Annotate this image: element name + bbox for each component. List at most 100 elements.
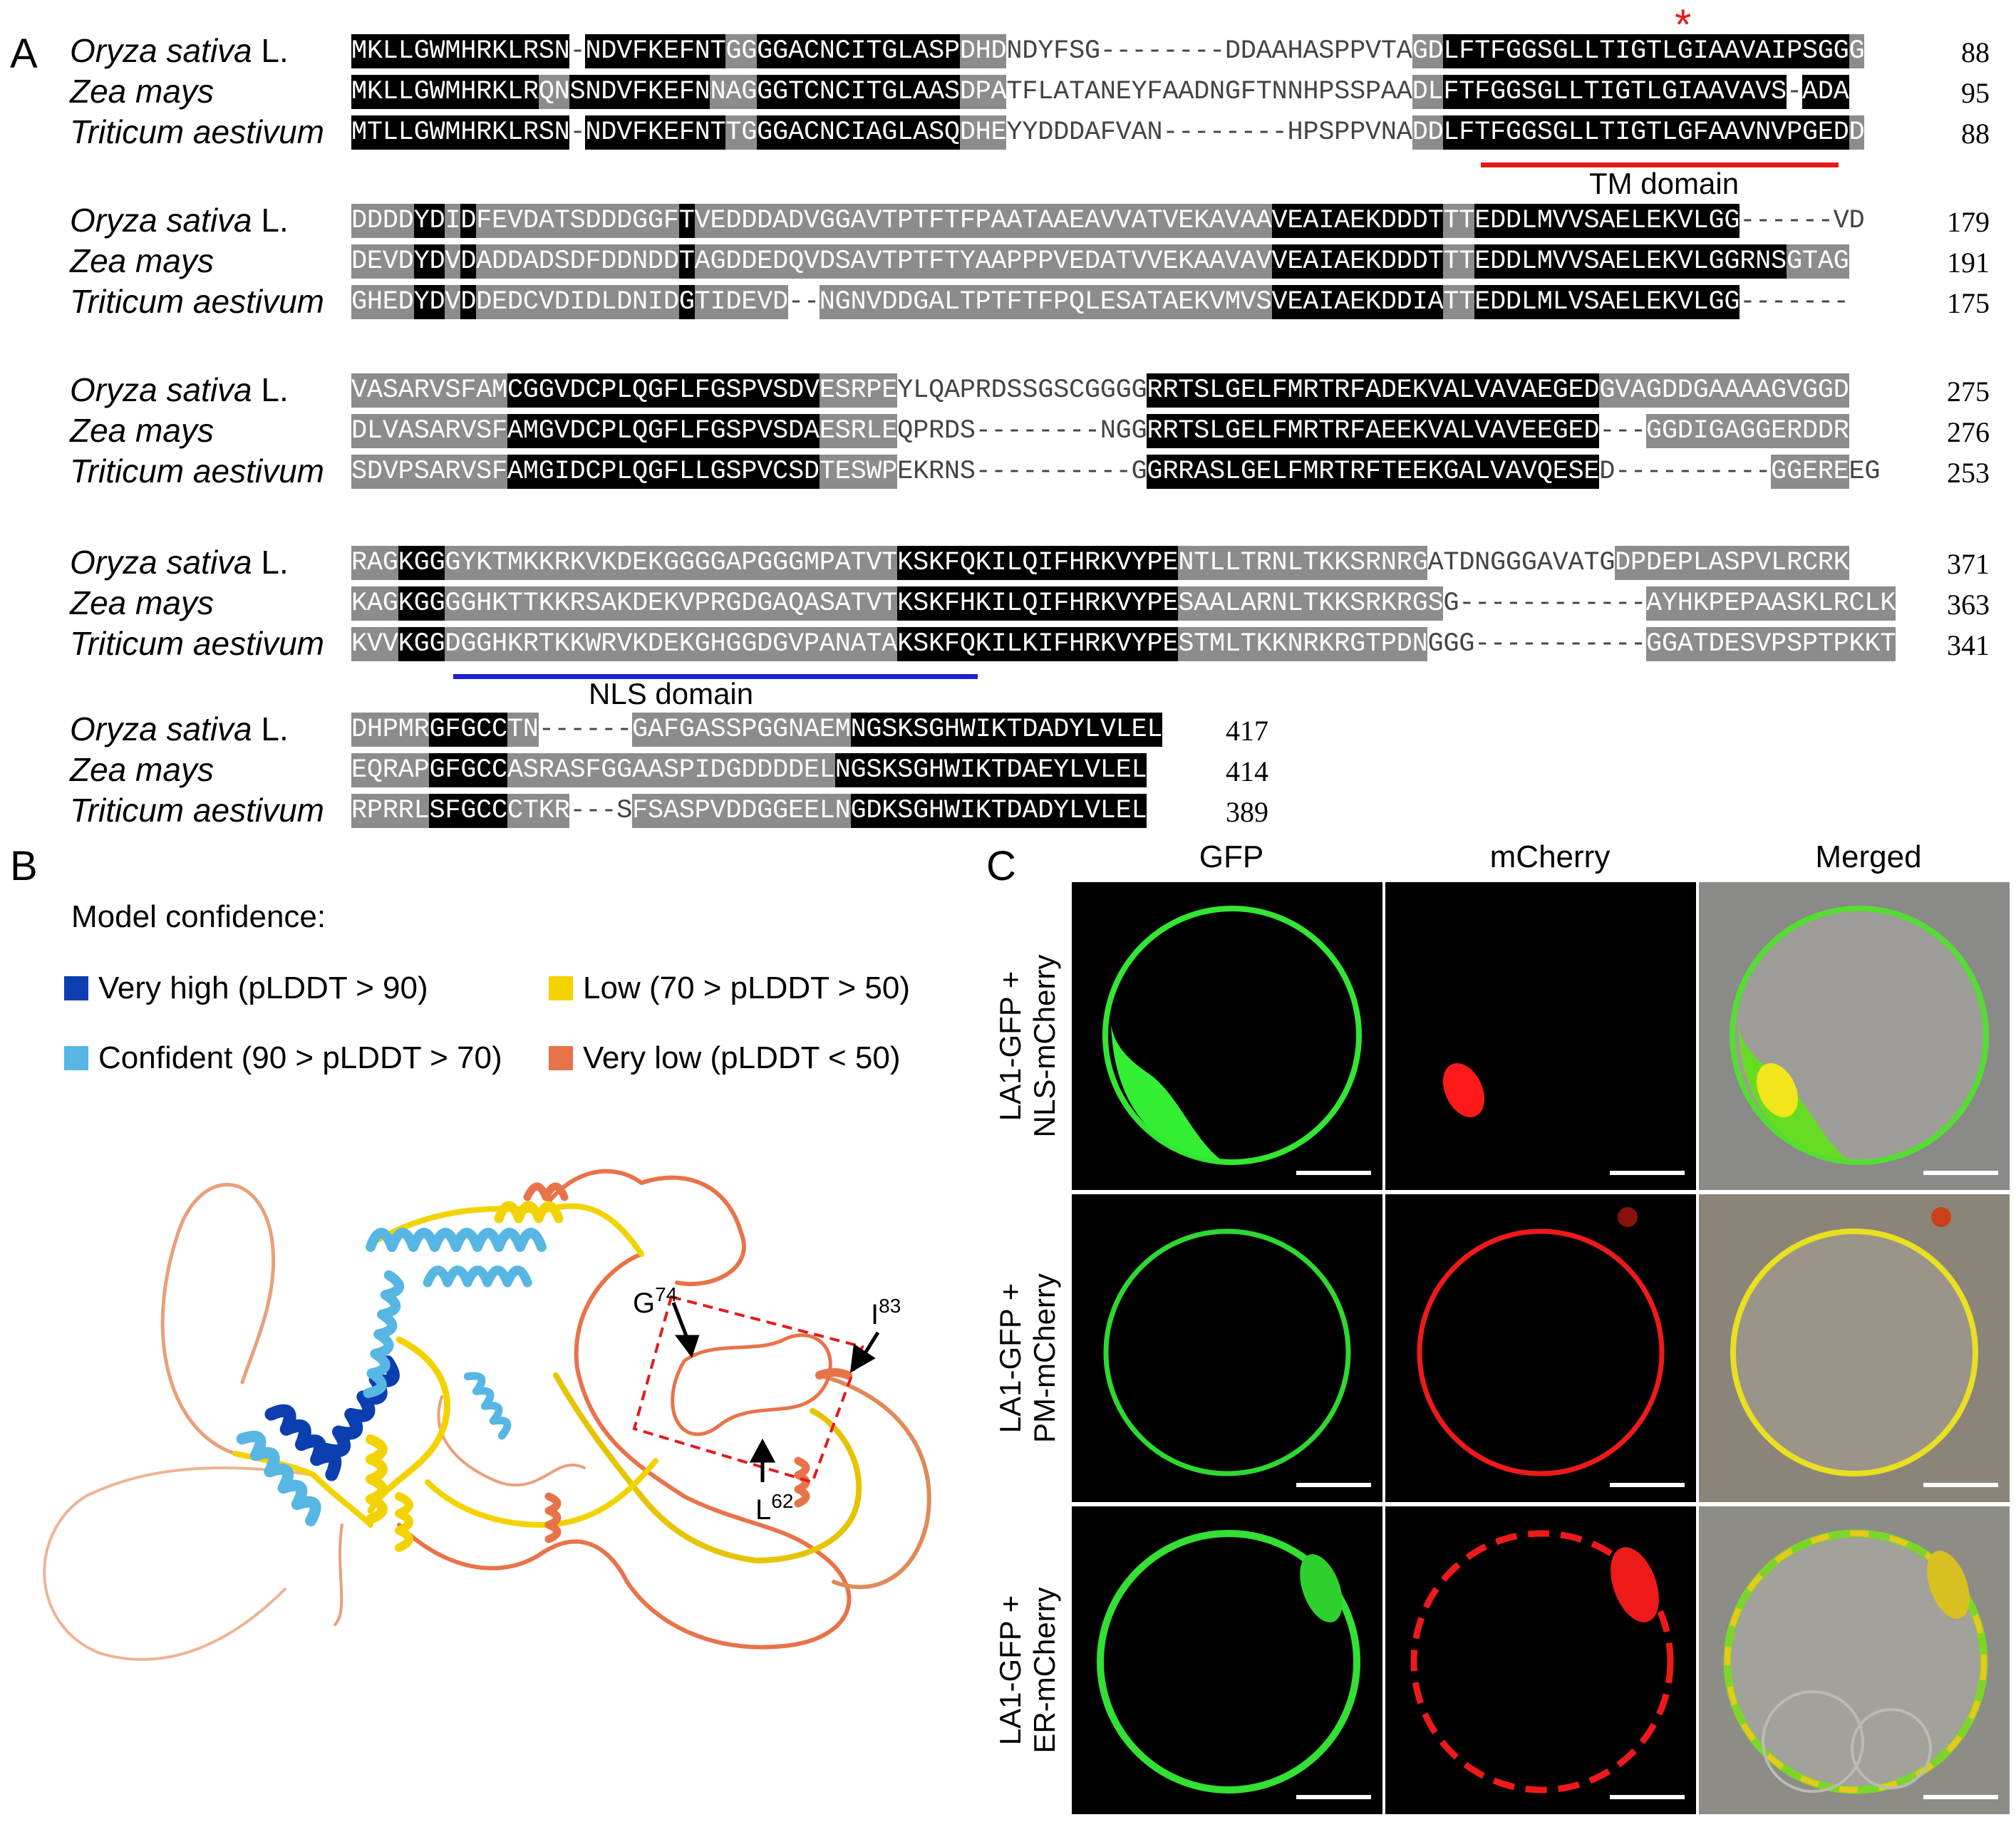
panel-label-a: A (10, 31, 38, 77)
loop-center (437, 1395, 586, 1487)
helix-orange-c (523, 1182, 569, 1201)
micrograph-er-gfp (1072, 1506, 1382, 1814)
panel-label-c: C (986, 843, 1016, 889)
arrow-g74-head (675, 1335, 700, 1358)
legend-label: Very high (pLDDT > 90) (98, 971, 428, 1005)
sequence-end-number: 191 (1947, 247, 1990, 279)
arrow-g74-shaft (671, 1302, 690, 1340)
column-header-gfp: GFP (1199, 839, 1264, 874)
loop-left-top (160, 1183, 276, 1456)
helix-yellow-top (494, 1201, 564, 1223)
coil-yellow-right (553, 1372, 862, 1563)
loop-boxed (671, 1333, 832, 1437)
helix-light-left (236, 1430, 321, 1527)
helix-light-center (463, 1372, 512, 1440)
species-name: Oryza sativa L. (70, 710, 289, 747)
helix-orange-b (794, 1456, 810, 1508)
legend-label: Confident (90 > pLDDT > 70) (98, 1040, 502, 1075)
helix-dark-2 (264, 1404, 342, 1481)
sequence-end-number: 417 (1226, 715, 1268, 747)
nls-domain-bar (453, 674, 978, 679)
coil-yellow-lower (425, 1458, 658, 1528)
helix-light-top (366, 1228, 547, 1252)
sequence-row: DHPMRGFGCCTN------GAFGASSPGGNAEMNGSKSGHW… (351, 713, 1163, 747)
residue-g74: G74 (633, 1283, 677, 1319)
sequence-end-number: 175 (1947, 287, 1990, 319)
species-name: Triticum aestivum (70, 792, 324, 829)
species-name: Triticum aestivum (70, 625, 324, 662)
column-header-merged: Merged (1815, 839, 1922, 874)
legend-swatch (64, 1046, 88, 1070)
row-label-pm: LA1-GFP + PM-mCherry (993, 1273, 1061, 1443)
helix-yellow-vert (366, 1434, 388, 1524)
helix-light-vert (363, 1270, 405, 1399)
sequence-end-number: 341 (1947, 629, 1990, 661)
sequence-end-number: 414 (1226, 755, 1268, 787)
micrograph-nls-merged (1699, 882, 2010, 1190)
residue-l62: L62 (755, 1490, 793, 1526)
loop-right-outer (817, 1373, 931, 1590)
helix-yellow-small (395, 1492, 413, 1552)
arrow-i83-head (849, 1343, 876, 1373)
tm-domain-label: TM domain (1589, 167, 1740, 200)
micrograph-er-mcherry (1385, 1506, 1696, 1814)
sequence-row: DDDDYDIDFEVDATSDDDGGFTVEDDDADVGGAVTPTFTF… (351, 204, 1864, 238)
micrograph-er-merged (1699, 1506, 2010, 1814)
sequence-end-number: 88 (1961, 118, 1990, 150)
legend-label: Very low (pLDDT < 50) (583, 1040, 901, 1075)
legend-label: Low (70 > pLDDT > 50) (583, 971, 910, 1005)
legend-title: Model confidence: (71, 899, 326, 934)
tm-domain-bar (1481, 162, 1839, 167)
species-name: Zea mays (70, 584, 214, 621)
helix-light-mid (423, 1266, 532, 1288)
loop-left-bottom (43, 1466, 315, 1661)
helix-dark (319, 1355, 400, 1458)
micrograph-pm-merged (1699, 1194, 2010, 1502)
legend-item-low: Low (70 > pLDDT > 50) (549, 971, 910, 1006)
sequence-row: RAGKGGGYKTMKKRKVKDEKGGGGAPGGGMPATVTKSKFQ… (351, 546, 1849, 580)
loop-right-main (574, 1252, 852, 1650)
micrograph-pm-mcherry (1385, 1194, 1696, 1502)
row-label-er: LA1-GFP + ER-mCherry (993, 1587, 1061, 1754)
sequence-row: KVVKGGDGGHKRTKKWRVKDEKGHGGDGVPANATAKSKFQ… (351, 627, 1896, 661)
sequence-row: DEVDYDVDADDADSDFDDNDDTAGDDEDQVDSAVTPTFTY… (351, 244, 1849, 279)
column-header-mcherry: mCherry (1489, 839, 1611, 874)
row-label-nls: LA1-GFP + NLS-mCherry (993, 954, 1061, 1138)
species-name: Zea mays (70, 751, 214, 788)
legend-swatch (64, 976, 88, 1000)
legend-item-very-high: Very high (pLDDT > 90) (64, 971, 428, 1006)
loop-tail (334, 1523, 343, 1626)
sequence-row: RPRRLSFGCCCTKR---SFSASPVDDGGEELNGDKSGHWI… (351, 794, 1147, 828)
sequence-end-number: 371 (1947, 548, 1990, 580)
sequence-row: GHEDYDVDDEDCVDIDLDNIDGTIDEVD--NGNVDDGALT… (351, 285, 1849, 319)
sequence-row: SDVPSARVSFAMGIDCPLQGFLLGSPVCSDTESWPEKRNS… (351, 455, 1880, 489)
legend-swatch (549, 976, 573, 1000)
species-name: Oryza sativa L. (70, 202, 289, 239)
sequence-row: MKLLGWMHRKLRQNSNDVFKEFNNAGGGTCNCITGLAASD… (351, 75, 1849, 109)
sequence-end-number: 389 (1226, 796, 1268, 828)
sequence-row: EQRAPGFGCCASRASFGGAASPIDGDDDDELNGSKSGHWI… (351, 753, 1147, 787)
sequence-row: KAGKGGGGHKTTKKRSAKDEKVPRGDGAQASATVTKSKFH… (351, 586, 1896, 621)
species-name: Triticum aestivum (70, 452, 324, 490)
coil-yellow-left (232, 1451, 373, 1528)
species-name: Triticum aestivum (70, 113, 324, 150)
sequence-row: DLVASARVSFAMGVDCPLQGFLFGSPVSDAESRLEQPRDS… (351, 414, 1849, 448)
highlight-box (632, 1295, 864, 1484)
micrograph-nls-gfp (1072, 882, 1382, 1190)
nls-domain-label: NLS domain (589, 677, 754, 710)
sequence-row: MKLLGWMHRKLRSN-NDVFKEFNTGGGGACNCITGLASPD… (351, 34, 1865, 68)
legend-item-confident: Confident (90 > pLDDT > 70) (64, 1040, 502, 1076)
sequence-row: VASARVSFAMCGGVDCPLQGFLFGSPVSDVESRPEYLQAP… (351, 373, 1849, 408)
species-name: Oryza sativa L. (70, 32, 289, 69)
legend-item-very-low: Very low (pLDDT < 50) (549, 1040, 900, 1076)
micrograph-pm-gfp (1072, 1194, 1382, 1502)
sequence-end-number: 363 (1947, 589, 1990, 621)
sequence-end-number: 275 (1947, 376, 1990, 408)
mutation-site-marker: * (1675, 1, 1692, 48)
legend-swatch (549, 1046, 573, 1070)
species-name: Zea mays (70, 242, 214, 279)
coil-yellow-mid (367, 1336, 450, 1514)
micrograph-nls-mcherry (1385, 882, 1696, 1190)
arrow-l62-head (749, 1438, 776, 1463)
helix-orange-d (815, 1368, 852, 1380)
